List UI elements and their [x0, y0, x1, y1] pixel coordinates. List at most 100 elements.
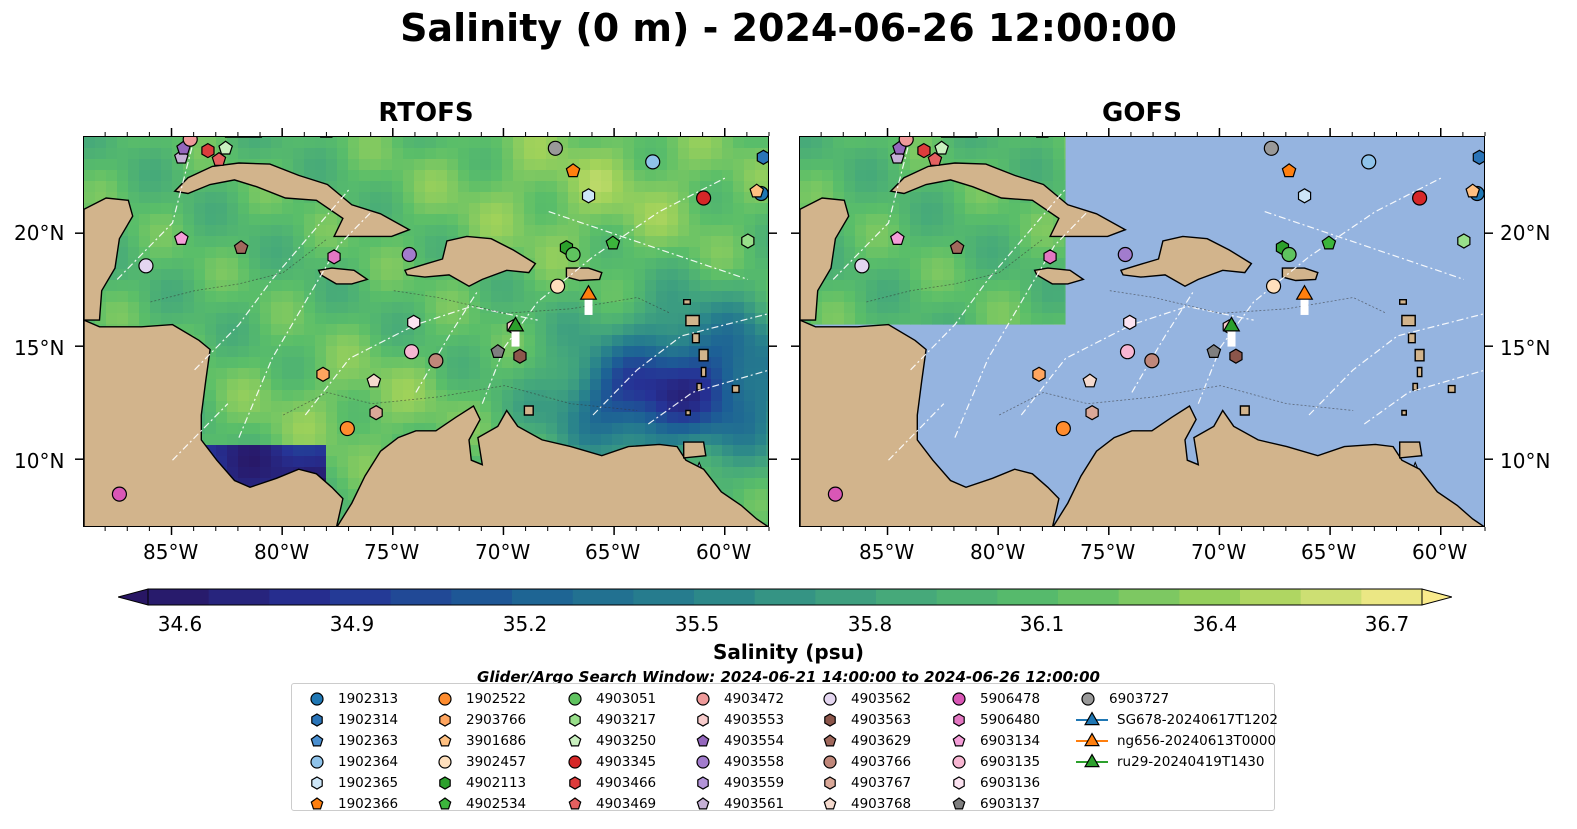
legend-marker-circle: [1081, 692, 1095, 706]
bathymetry-contour: [999, 385, 1354, 416]
eez-boundary: [832, 137, 912, 280]
legend-item: 4903563: [817, 710, 911, 730]
legend-circle-icon: [696, 755, 710, 769]
colorbar-tick-label: 36.4: [1192, 612, 1238, 636]
land-cuba: [889, 162, 1127, 238]
legend-label: 4903558: [724, 754, 785, 770]
land-central-america: [800, 319, 1060, 526]
eez-boundary: [592, 313, 768, 416]
argo-float-2903766: [316, 366, 330, 382]
legend-item: 4903558: [690, 752, 784, 772]
map-rtofs[interactable]: [83, 136, 769, 527]
legend-circle-icon: [696, 692, 710, 706]
legend-marker-pentagon: [310, 797, 324, 810]
legend-label: 5906480: [980, 712, 1041, 728]
land-grenada: [685, 409, 691, 416]
legend-marker-triangle: [1076, 753, 1108, 768]
argo-float-4903345: [1412, 190, 1428, 206]
legend-item: 4903767: [817, 773, 911, 793]
colorbar-bin: [572, 589, 634, 605]
land-trinidad: [683, 441, 707, 459]
legend-item: 6903727: [1075, 689, 1169, 709]
legend-hexagon-icon: [439, 776, 451, 790]
map-rtofs-canvas: [84, 137, 768, 526]
legend-hexagon-icon: [311, 776, 323, 790]
argo-float-1902522: [339, 420, 355, 437]
legend-label: 4903250: [596, 733, 657, 749]
argo-float-4903629: [233, 239, 249, 255]
legend-item: 1902364: [304, 752, 398, 772]
land-lesser-antilles-north: [1399, 299, 1407, 305]
argo-float-4903766: [1144, 353, 1160, 369]
lon-label-65w-left: 65°W: [585, 540, 641, 564]
colorbar-bin: [269, 589, 331, 605]
legend-item: 4903553: [690, 710, 784, 730]
glider-ng656-20240613T0000: [1295, 284, 1314, 300]
legend-hexagon-icon: [697, 713, 709, 727]
legend-item: 4903629: [817, 731, 911, 751]
lon-label-80w-right: 80°W: [970, 540, 1026, 564]
colorbar-bin: [451, 589, 513, 605]
legend-label: 1902313: [338, 691, 399, 707]
argo-float-3901686: [749, 183, 765, 198]
argo-float-4903466: [917, 142, 931, 159]
argo-float-1902366: [565, 163, 581, 178]
legend-marker-pentagon: [823, 734, 837, 747]
colorbar-tick-label: 35.5: [674, 612, 720, 636]
colorbar-bin: [1118, 589, 1180, 605]
legend-item: 6903137: [946, 794, 1040, 814]
legend-label: ng656-20240613T0000: [1117, 733, 1277, 749]
argo-float-1902364: [1361, 154, 1377, 170]
colorbar-bin: [997, 589, 1059, 605]
legend-circle-icon: [438, 755, 452, 769]
eez-boundary: [910, 188, 1066, 371]
legend-pentagon-icon: [568, 797, 582, 810]
legend-triangle-icon: [1084, 732, 1100, 747]
argo-float-4903472: [182, 137, 198, 147]
argo-float-3902457: [549, 278, 566, 294]
legend-marker-pentagon: [310, 734, 324, 747]
eez-boundary: [194, 188, 350, 371]
lat-label-10n-right: 10°N: [1500, 449, 1551, 473]
argo-float-5906480: [1043, 249, 1057, 265]
legend-label: 1902363: [338, 733, 399, 749]
legend-label: 1902365: [338, 775, 399, 791]
legend-hexagon-icon: [824, 776, 836, 790]
legend-label: 4903466: [596, 775, 657, 791]
land-south-america: [336, 404, 768, 526]
lon-label-80w-left: 80°W: [254, 540, 310, 564]
eez-boundary: [415, 290, 479, 393]
colorbar-outline: [147, 588, 1423, 606]
colorbar-bin: [754, 589, 816, 605]
legend-item: 6903134: [946, 731, 1040, 751]
land-dominica: [691, 332, 700, 344]
eez-boundary: [647, 369, 768, 425]
colorbar-bin: [815, 589, 877, 605]
legend-marker-hexagon: [311, 776, 323, 790]
lat-label-20n-right: 20°N: [1500, 221, 1551, 245]
legend-item: 4903345: [562, 752, 656, 772]
legend-label: 3901686: [466, 733, 527, 749]
legend-item: 4903768: [817, 794, 911, 814]
argo-float-6903727: [547, 140, 563, 156]
legend-pentagon-icon: [952, 734, 966, 747]
argo-float-4903563: [1229, 348, 1243, 364]
legend-label: 2903766: [466, 712, 527, 728]
lon-label-70w-left: 70°W: [475, 540, 531, 564]
legend-item: 4903559: [690, 773, 784, 793]
legend-item: 4903250: [562, 731, 656, 751]
legend-circle-icon: [310, 692, 324, 706]
legend-marker-pentagon: [952, 797, 966, 810]
legend-marker-pentagon: [568, 734, 582, 747]
argo-float-4903217: [1457, 233, 1471, 249]
legend-marker-hexagon: [697, 776, 709, 790]
colorbar-bin: [633, 589, 695, 605]
argo-float-2903766: [1032, 366, 1046, 382]
map-gofs[interactable]: [799, 136, 1485, 527]
bathymetry-contour: [1109, 290, 1387, 314]
legend-marker-circle: [696, 755, 710, 769]
legend-label: 4903561: [724, 796, 785, 812]
land-st-lucia: [700, 366, 707, 378]
legend-item: 1902522: [432, 689, 526, 709]
lat-label-15n-left: 15°N: [14, 336, 65, 360]
